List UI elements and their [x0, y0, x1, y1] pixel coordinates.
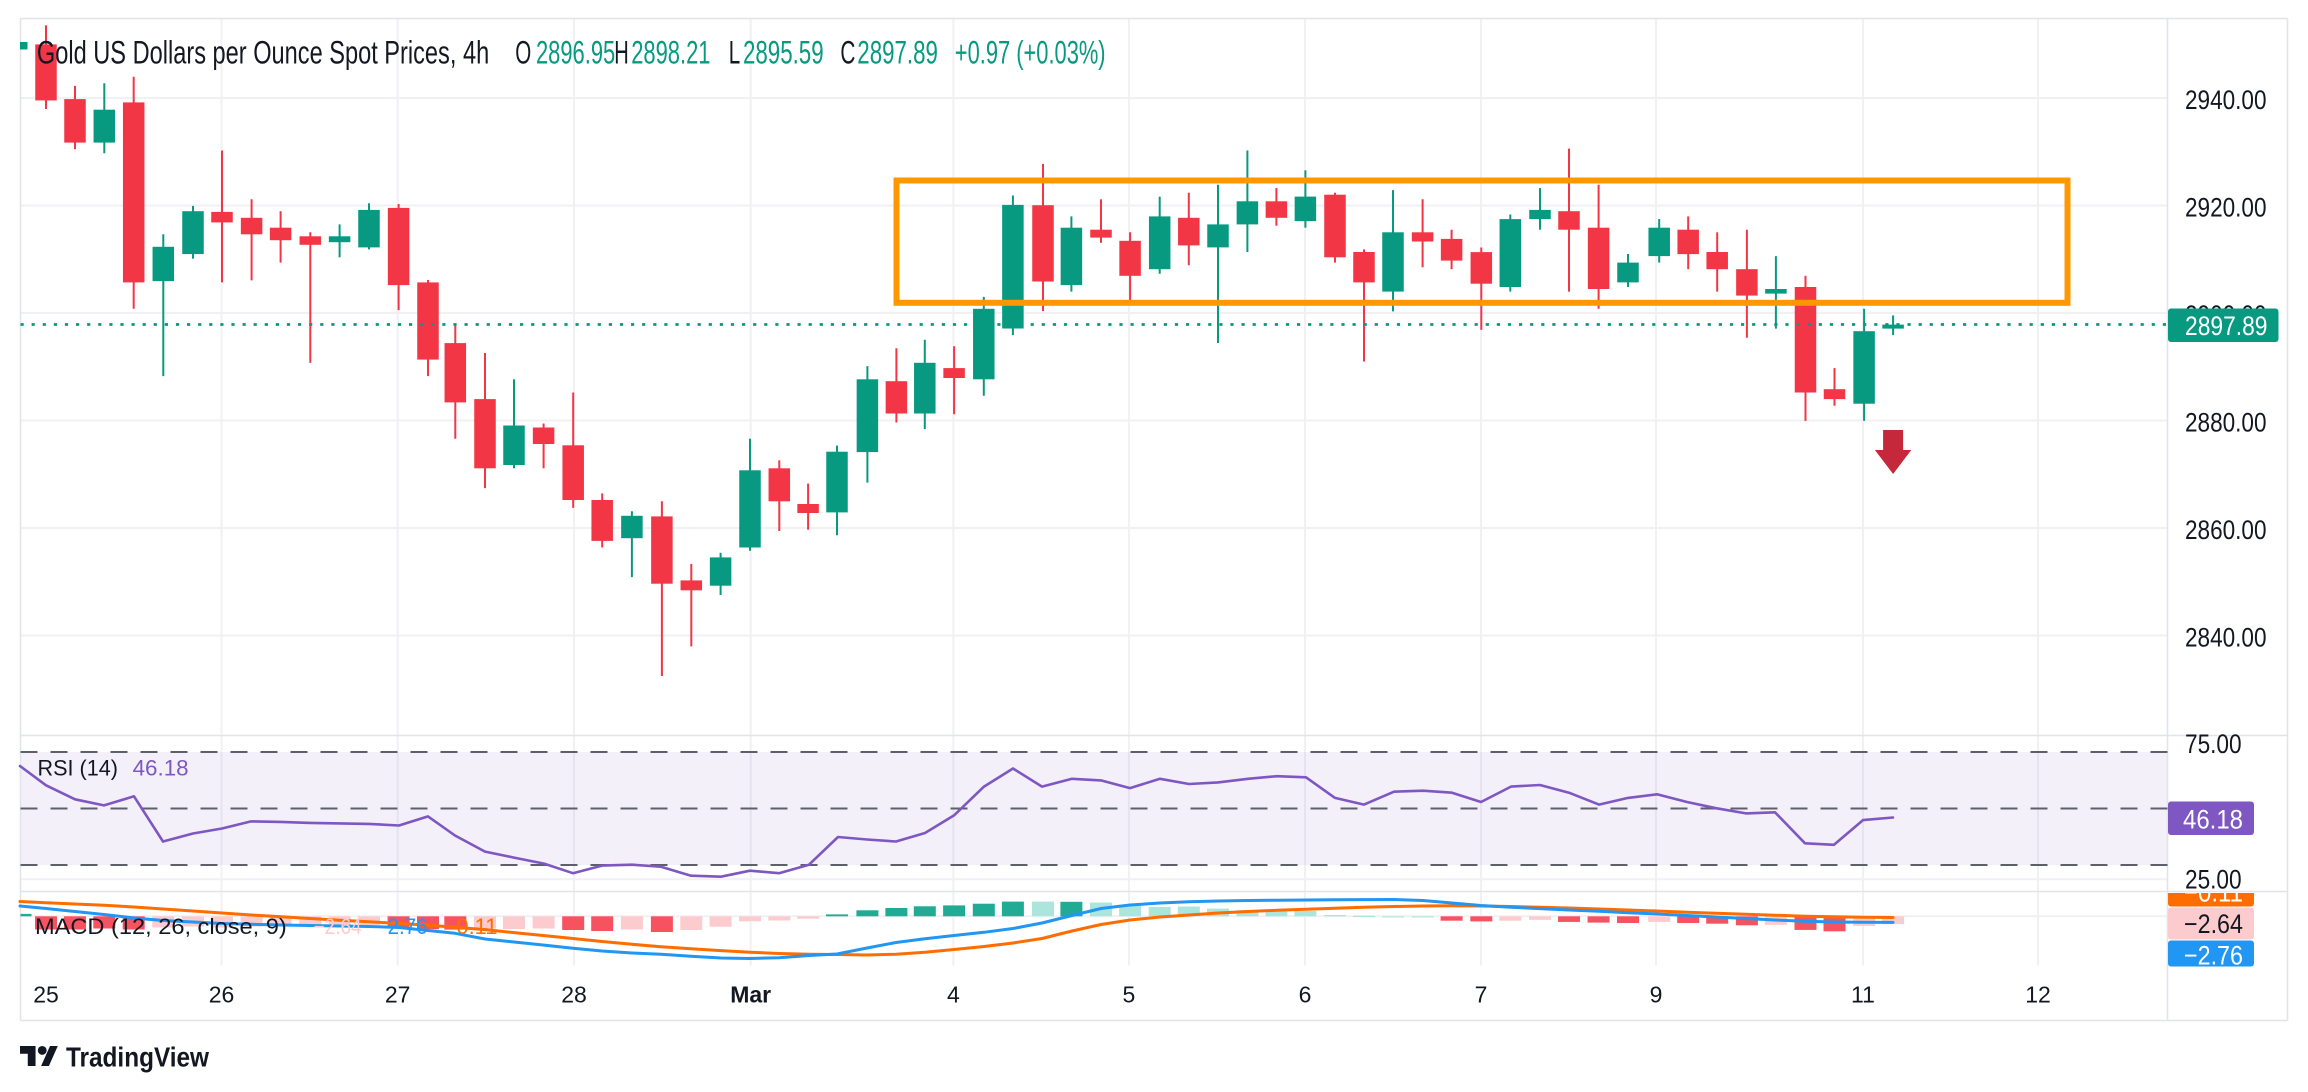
svg-text:11: 11 — [1851, 982, 1875, 1008]
svg-text:−0.11: −0.11 — [2184, 878, 2243, 908]
svg-text:RSI (14): RSI (14) — [38, 756, 119, 781]
svg-text:7: 7 — [1475, 982, 1488, 1008]
svg-text:9: 9 — [1650, 982, 1663, 1008]
svg-text:Gold US Dollars per Ounce Spot: Gold US Dollars per Ounce Spot Prices, 4… — [37, 34, 489, 70]
svg-text:46.18: 46.18 — [2183, 805, 2243, 835]
svg-text:H: H — [614, 34, 629, 70]
svg-text:75.00: 75.00 — [2185, 729, 2242, 759]
svg-text:L: L — [729, 34, 741, 70]
svg-text:−0.11: −0.11 — [444, 914, 498, 939]
svg-text:Mar: Mar — [730, 982, 771, 1008]
svg-text:26: 26 — [209, 982, 235, 1008]
svg-text:O: O — [515, 34, 531, 70]
svg-text:2898.21: 2898.21 — [631, 34, 710, 70]
svg-text:46.18: 46.18 — [133, 756, 189, 781]
svg-text:2895.59: 2895.59 — [743, 34, 824, 70]
svg-text:4: 4 — [947, 982, 960, 1008]
svg-text:−2.76: −2.76 — [376, 914, 428, 939]
svg-text:2940.00: 2940.00 — [2185, 85, 2267, 115]
svg-text:−2.64: −2.64 — [314, 914, 362, 939]
svg-text:2880.00: 2880.00 — [2185, 407, 2267, 437]
svg-text:MACD (12, 26, close, 9): MACD (12, 26, close, 9) — [35, 914, 287, 939]
svg-text:+0.97 (+0.03%): +0.97 (+0.03%) — [955, 34, 1106, 70]
svg-text:2840.00: 2840.00 — [2185, 622, 2267, 652]
svg-text:5: 5 — [1123, 982, 1136, 1008]
svg-text:2920.00: 2920.00 — [2185, 192, 2267, 222]
svg-text:12: 12 — [2025, 982, 2051, 1008]
svg-text:−2.64: −2.64 — [2184, 909, 2243, 939]
svg-text:25.00: 25.00 — [2185, 864, 2242, 894]
svg-text:TradingView: TradingView — [66, 1041, 210, 1072]
svg-text:−2.76: −2.76 — [2184, 940, 2243, 970]
svg-text:27: 27 — [385, 982, 411, 1008]
svg-text:2897.89: 2897.89 — [2185, 311, 2268, 341]
svg-text:2860.00: 2860.00 — [2185, 515, 2267, 545]
svg-text:6: 6 — [1299, 982, 1312, 1008]
svg-text:2897.89: 2897.89 — [857, 34, 938, 70]
svg-text:28: 28 — [561, 982, 587, 1008]
svg-text:2896.95: 2896.95 — [536, 34, 615, 70]
svg-text:C: C — [840, 34, 855, 70]
svg-text:25: 25 — [33, 982, 59, 1008]
